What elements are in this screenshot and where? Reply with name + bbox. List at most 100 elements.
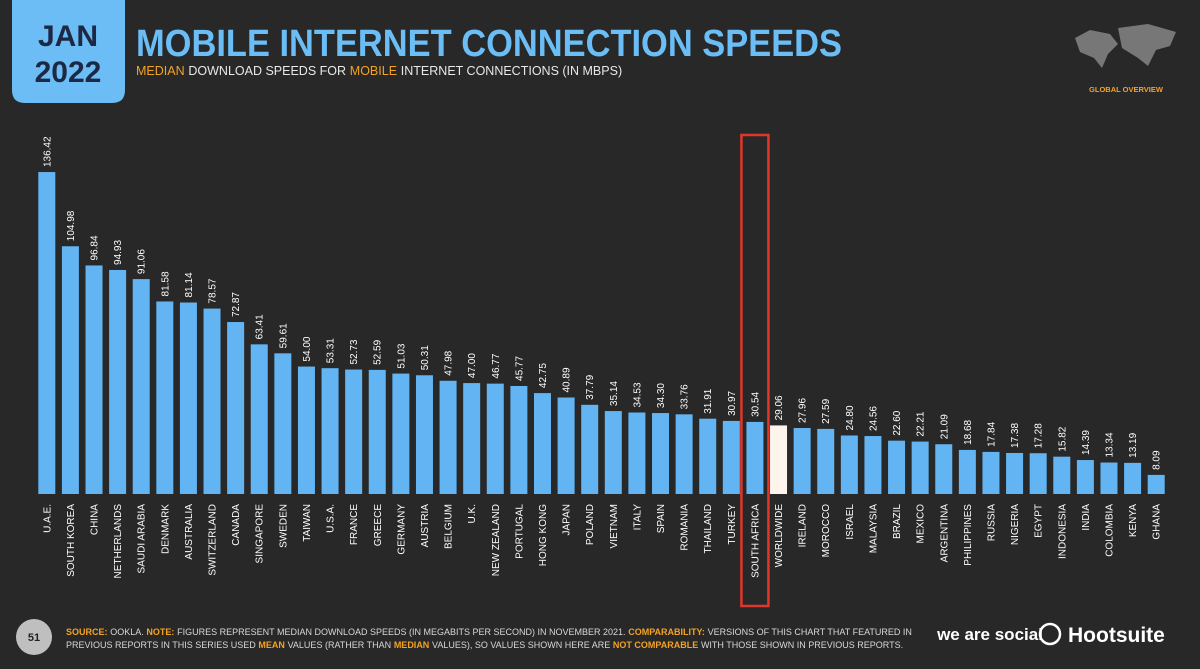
value-label: 59.61 [278,323,289,348]
header-month: JAN [38,20,98,53]
x-tick-label: AUSTRALIA [184,504,195,560]
subtitle-part: MOBILE [349,64,398,78]
x-tick-label: CHINA [90,504,101,535]
bar [888,440,906,494]
x-tick-label: CANADA [231,504,242,546]
subtitle-part: INTERNET CONNECTIONS (IN MBPS) [400,64,623,78]
x-tick-label: MEXICO [916,504,927,544]
hootsuite-owl [1038,622,1062,646]
value-label: 53.31 [326,338,337,363]
value-label: 14.39 [1081,430,1092,455]
value-label: 33.76 [680,384,691,409]
value-label: 47.00 [467,353,478,378]
bar [250,344,268,494]
bar [109,269,127,494]
bar [935,444,953,494]
x-tick-label: HONG KONG [538,504,549,566]
bar [652,413,670,494]
x-tick-label: COLOMBIA [1104,504,1115,557]
footnote-part: NOTE: [146,627,175,637]
x-tick-label: SWITZERLAND [208,504,219,576]
value-label: 30.97 [727,390,738,415]
value-label: 81.14 [184,272,195,297]
value-label: 47.98 [444,350,455,375]
bar [38,172,56,494]
world-map-icon [1075,24,1176,68]
x-tick-label: MOROCCO [821,504,832,558]
value-label: 17.84 [986,421,997,446]
x-tick-label: GERMANY [396,504,407,555]
value-label: 18.68 [963,419,974,444]
value-label: 104.98 [66,210,77,241]
footnote-part: FIGURES REPRESENT MEDIAN DOWNLOAD SPEEDS… [177,627,626,637]
x-tick-label: KENYA [1128,504,1139,537]
bar [179,302,197,494]
value-label: 46.77 [491,353,502,378]
footnote: SOURCE: OOKLA. NOTE: FIGURES REPRESENT MEDI… [66,626,926,652]
value-label: 50.31 [420,345,431,370]
x-tick-label: GHANA [1152,504,1163,540]
bar [746,421,764,494]
x-tick-label: ITALY [632,504,643,531]
value-label: 42.75 [538,363,549,388]
x-tick-label: IRELAND [798,504,809,547]
x-tick-label: MALAYSIA [868,504,879,554]
x-tick-label: RUSSIA [986,504,997,542]
subtitle-part: DOWNLOAD SPEEDS FOR [188,64,347,78]
x-tick-label: U.A.E. [42,504,53,533]
highlight-box [740,133,770,608]
x-tick-label: ISRAEL [845,504,856,540]
value-label: 24.80 [845,405,856,430]
x-tick-label: INDIA [1081,504,1092,531]
x-tick-label: BRAZIL [892,504,903,539]
value-label: 96.84 [90,235,101,260]
bar [911,441,929,494]
x-tick-label: SOUTH KOREA [66,504,77,577]
x-tick-label: JAPAN [562,504,573,536]
bar [61,246,79,494]
footnote-part: MEDIAN [393,640,430,650]
value-label: 34.30 [656,383,667,408]
bar [1053,456,1071,494]
x-tick-label: VIETNAM [609,504,620,548]
value-label: 72.87 [231,292,242,317]
chart-title: MOBILE INTERNET CONNECTION SPEEDS [136,23,842,65]
bar [1124,462,1142,494]
bar [274,353,292,494]
x-tick-label: ARGENTINA [939,504,950,563]
page-number: 51 [28,632,40,644]
value-label: 17.38 [1010,423,1021,448]
x-tick-label: SWEDEN [278,504,289,548]
x-tick-label: TURKEY [727,504,738,545]
bar [415,375,433,494]
subtitle: MEDIAN DOWNLOAD SPEEDS FOR MOBILE INTERNET … [136,64,622,78]
x-tick-label: DENMARK [160,504,171,554]
bar [85,265,103,494]
bar [227,322,245,494]
x-tick-label: PHILIPPINES [963,504,974,566]
bar [368,369,386,494]
bar [793,428,811,494]
x-tick-label: AUSTRIA [420,504,431,548]
x-tick-label: GREECE [373,504,384,547]
x-tick-label: SAUDI ARABIA [137,504,148,574]
footnote-part: WITH THOSE SHOWN IN PREVIOUS REPORTS. [700,640,904,650]
x-tick-label: PORTUGAL [514,504,525,559]
header-year: 2022 [35,56,102,89]
logo-we-are-social: we are social [936,625,1043,644]
value-label: 52.73 [349,339,360,364]
bar [770,425,788,494]
x-tick-label: NEW ZEALAND [491,504,502,576]
x-tick-label: EGYPT [1034,504,1045,538]
bar [604,411,622,494]
value-label: 24.56 [868,406,879,431]
value-label: 13.19 [1128,432,1139,457]
logo-hootsuite: Hootsuite [1068,624,1165,647]
bar [864,436,882,494]
value-label: 13.34 [1104,432,1115,457]
bar [533,393,551,494]
x-tick-label: INDONESIA [1057,504,1068,559]
bar [817,428,835,494]
subtitle-part: MEDIAN [136,64,185,78]
